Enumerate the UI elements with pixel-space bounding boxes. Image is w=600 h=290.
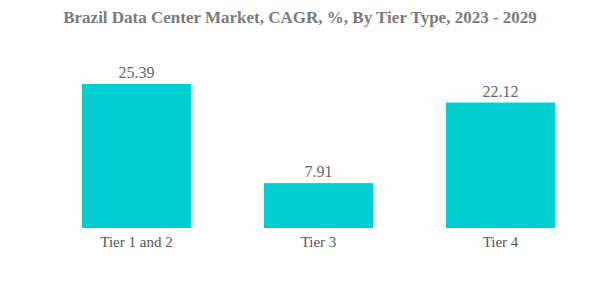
data-label: 25.39: [119, 64, 155, 81]
x-tick-label: Tier 4: [483, 234, 519, 250]
data-label: 7.91: [305, 163, 333, 180]
title: Brazil Data Center Market, CAGR, %, By T…: [63, 8, 537, 27]
x-tick-label: Tier 1 and 2: [100, 234, 172, 250]
chart: Brazil Data Center Market, CAGR, %, By T…: [0, 0, 600, 290]
bar: [82, 84, 191, 228]
bars: [82, 84, 555, 228]
x-tick: Tier 1 and 2: [100, 228, 172, 250]
bar: [264, 183, 373, 228]
data-labels: 25.39 7.91 22.12: [119, 64, 519, 180]
x-tick-label: Tier 3: [301, 234, 337, 250]
x-tick: Tier 4: [483, 228, 519, 250]
x-axis: Tier 1 and 2 Tier 3 Tier 4: [100, 228, 519, 250]
bar: [446, 103, 555, 228]
data-label: 22.12: [483, 83, 519, 100]
x-tick: Tier 3: [301, 228, 337, 250]
